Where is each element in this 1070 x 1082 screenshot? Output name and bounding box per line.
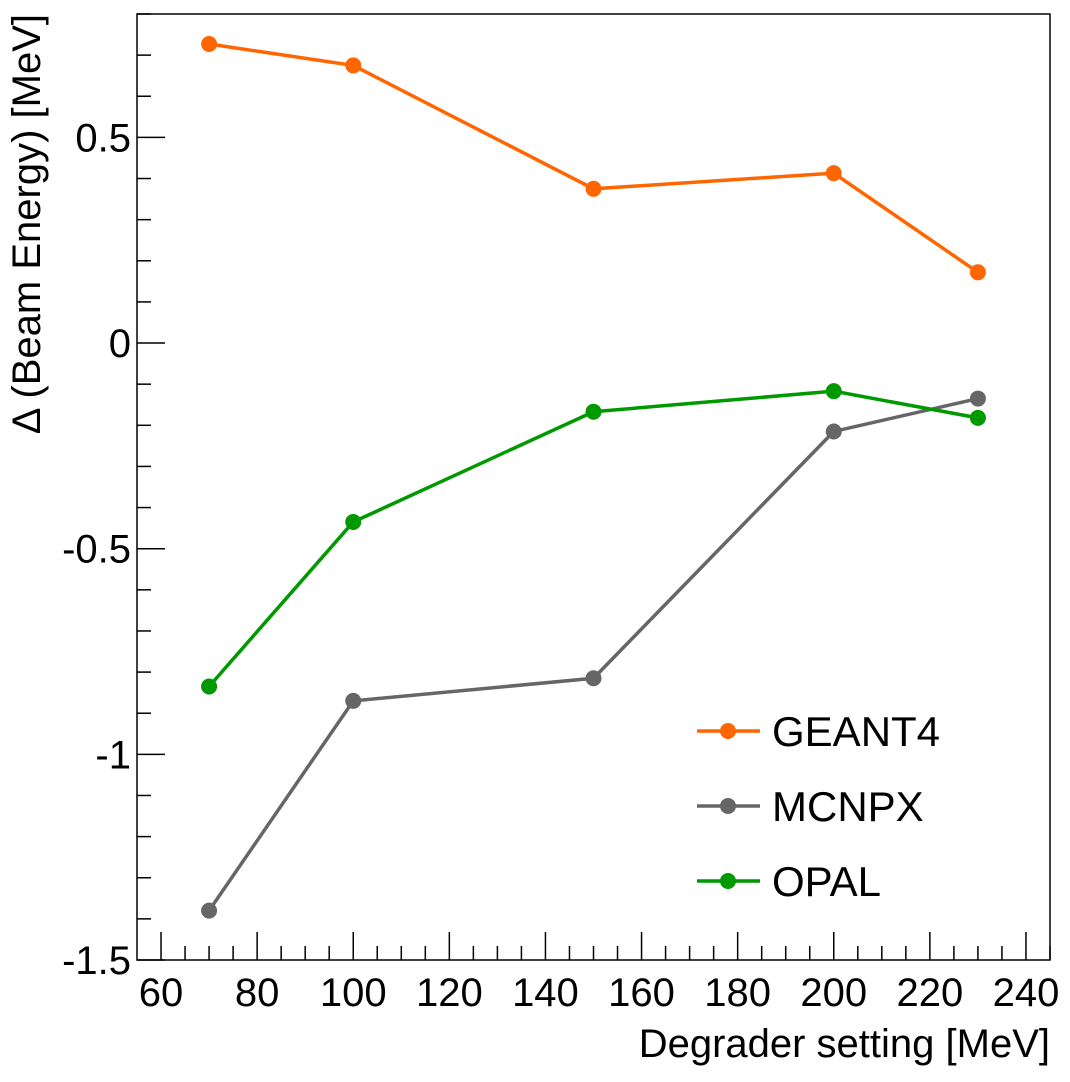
data-point-opal: [345, 513, 362, 530]
legend-marker-opal: [720, 873, 736, 889]
series-line-mcnpx: [207, 396, 979, 912]
data-point-mcnpx: [345, 692, 362, 709]
data-point-geant4: [585, 180, 602, 197]
axis-ticks: [137, 13, 1051, 961]
y-tick-label: 0: [109, 322, 131, 366]
x-tick-label: 80: [235, 971, 280, 1015]
x-tick-label: 240: [993, 971, 1060, 1015]
x-tick-label: 120: [416, 971, 483, 1015]
y-tick-label: -0.5: [62, 528, 131, 572]
data-point-opal: [825, 383, 842, 400]
x-tick-label: 200: [800, 971, 867, 1015]
legend-label-mcnpx: MCNPX: [772, 783, 924, 830]
data-point-mcnpx: [969, 390, 986, 407]
x-tick-label: 180: [704, 971, 771, 1015]
legend: GEANT4 MCNPX OPAL: [697, 708, 940, 905]
data-point-opal: [201, 678, 218, 695]
data-point-geant4: [825, 165, 842, 182]
x-tick-label: 60: [139, 971, 184, 1015]
y-tick-label: -1.5: [62, 939, 131, 983]
series-opal: [201, 383, 986, 695]
legend-marker-mcnpx: [720, 798, 736, 814]
data-point-geant4: [201, 36, 218, 53]
series-line-geant4: [208, 42, 979, 274]
data-point-geant4: [969, 264, 986, 281]
y-tick-label: -1: [95, 733, 131, 777]
x-tick-label: 140: [512, 971, 579, 1015]
data-point-geant4: [345, 57, 362, 74]
data-point-mcnpx: [825, 423, 842, 440]
x-tick-label: 220: [896, 971, 963, 1015]
data-point-mcnpx: [201, 902, 218, 919]
legend-label-opal: OPAL: [772, 858, 881, 905]
data-point-opal: [585, 403, 602, 420]
y-axis-title: Δ (Beam Energy) [MeV]: [5, 14, 49, 434]
legend-marker-geant4: [720, 723, 736, 739]
x-tick-label: 100: [320, 971, 387, 1015]
data-series: [201, 36, 986, 919]
series-geant4: [201, 36, 986, 281]
y-tick-label: 0.5: [75, 116, 131, 160]
data-point-mcnpx: [585, 670, 602, 687]
series-line-opal: [207, 389, 979, 688]
axis-tick-labels: 60 80 100 120 140 160 180 200 220 240 -1.5 -1 -0.5 0 0…: [62, 116, 1059, 1015]
legend-label-geant4: GEANT4: [772, 708, 940, 755]
x-tick-label: 160: [608, 971, 675, 1015]
data-point-opal: [969, 409, 986, 426]
series-mcnpx: [201, 390, 986, 919]
x-axis-title: Degrader setting [MeV]: [639, 1022, 1050, 1066]
